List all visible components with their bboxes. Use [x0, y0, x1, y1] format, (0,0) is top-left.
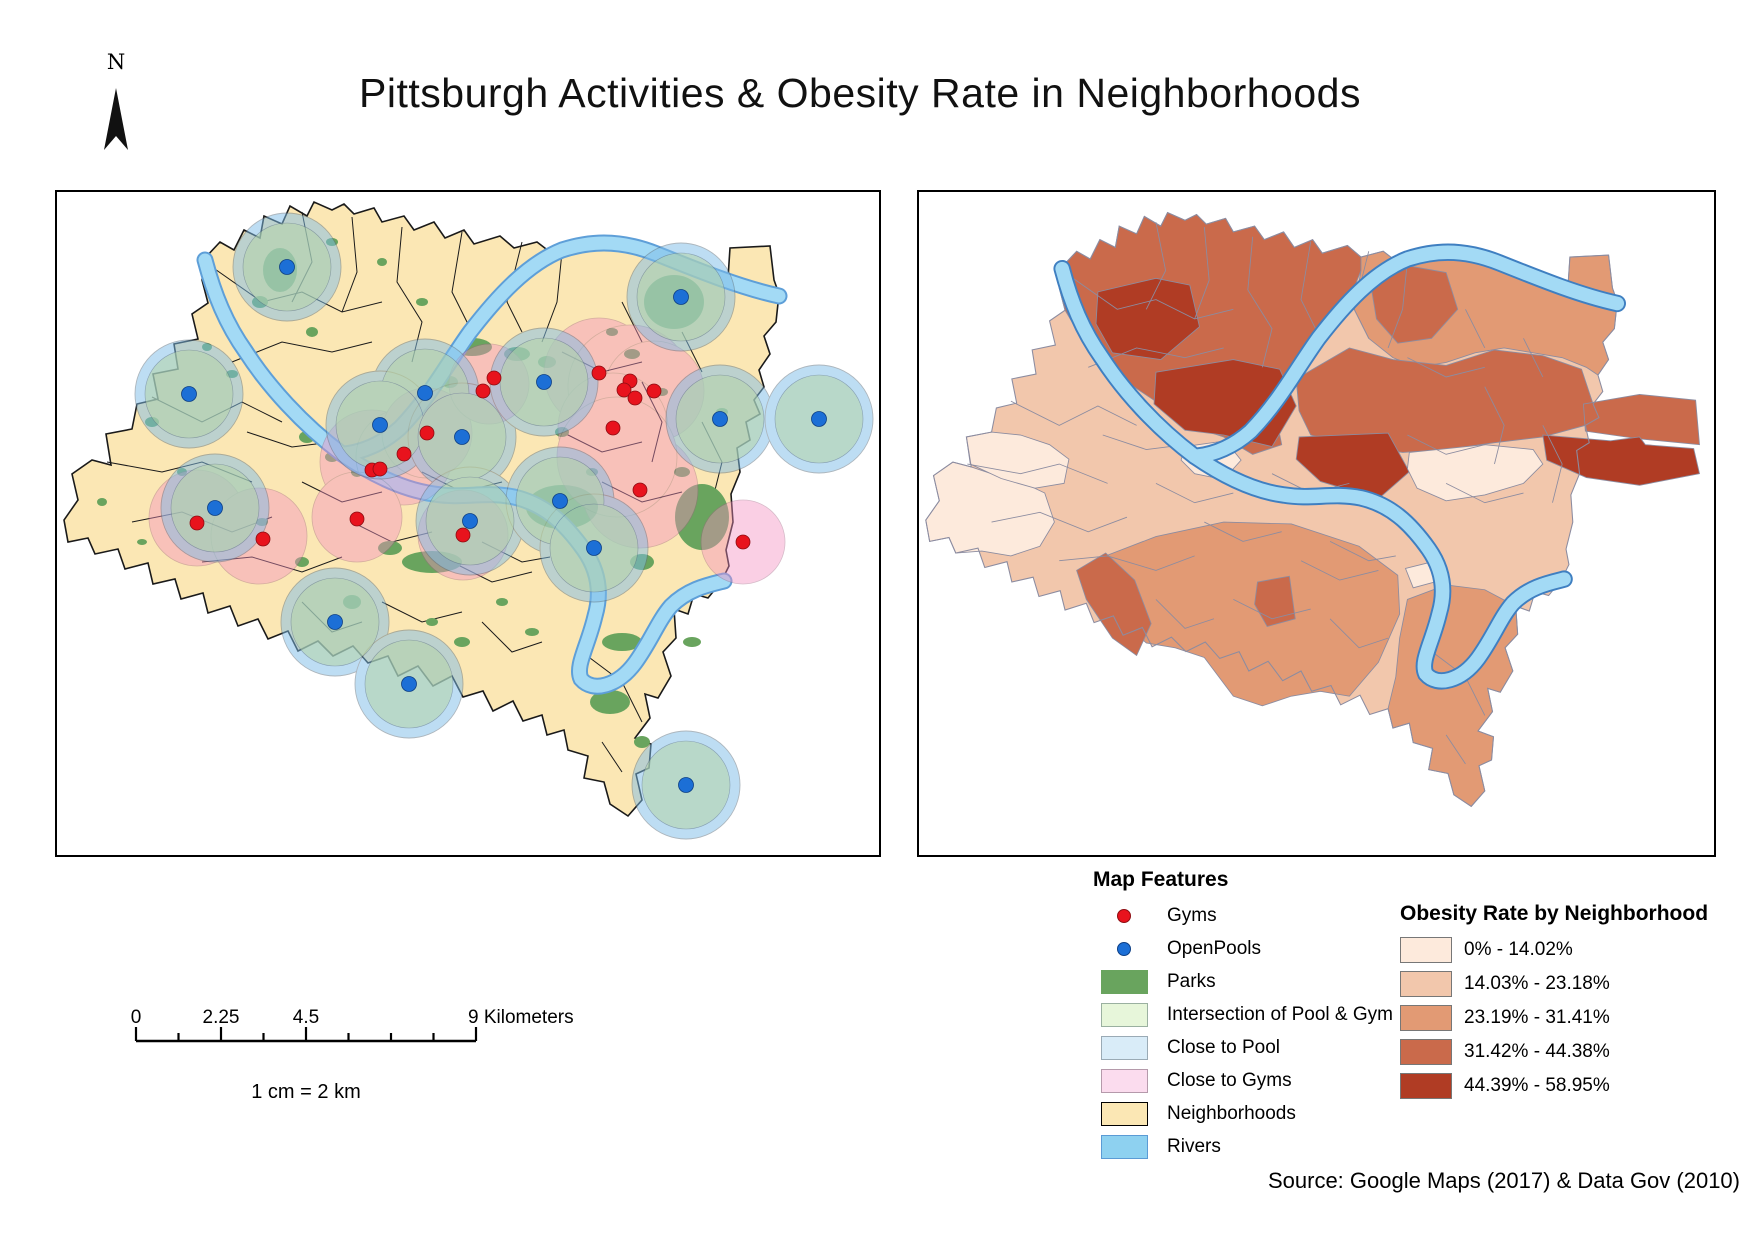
north-arrow: N	[86, 50, 146, 156]
obesity-class-5-swatch	[1400, 1073, 1452, 1099]
legend-item-parks: Parks	[1093, 965, 1393, 998]
scale-end-label: 9 Kilometers	[468, 1007, 574, 1028]
obesity-class-row: 44.39% - 58.95%	[1400, 1069, 1720, 1103]
page-title: Pittsburgh Activities & Obesity Rate in …	[359, 70, 1361, 116]
close-to-gyms-swatch	[1100, 1068, 1148, 1093]
obesity-class-row: 0% - 14.02%	[1400, 933, 1720, 967]
scale-tick-0: 0	[131, 1007, 142, 1028]
legend-item-intersection: Intersection of Pool & Gym	[1093, 998, 1393, 1031]
close-to-pool-swatch	[1100, 1035, 1148, 1060]
obesity-legend: Obesity Rate by Neighborhood 0% - 14.02%…	[1400, 902, 1720, 1103]
scale-tick-45: 4.5	[293, 1007, 319, 1028]
map-features-legend: Map Features Gyms OpenPools Parks Inters…	[1093, 868, 1393, 1163]
legend-item-rivers: Rivers	[1093, 1130, 1393, 1163]
obesity-class-row: 14.03% - 23.18%	[1400, 967, 1720, 1001]
scale-bar: 0 2.25 4.5 9 Kilometers 1 cm = 2 km	[131, 1007, 574, 1103]
obesity-class-3-swatch	[1400, 1005, 1452, 1031]
activities-map	[55, 190, 881, 857]
legend-item-close-to-pool: Close to Pool	[1093, 1031, 1393, 1064]
legend-item-openpools: OpenPools	[1093, 932, 1393, 965]
obesity-legend-title: Obesity Rate by Neighborhood	[1400, 902, 1709, 925]
map-features-legend-title: Map Features	[1093, 868, 1229, 891]
obesity-class-1-swatch	[1400, 937, 1452, 963]
obesity-class-4-swatch	[1400, 1039, 1452, 1065]
scale-tick-225: 2.25	[203, 1007, 240, 1028]
gym-dot-icon	[1117, 908, 1131, 923]
source-text: Source: Google Maps (2017) & Data Gov (2…	[1267, 1168, 1740, 1193]
obesity-class-row: 23.19% - 31.41%	[1400, 1001, 1720, 1035]
north-arrow-icon	[104, 88, 128, 150]
legend-item-gyms: Gyms	[1093, 899, 1393, 932]
intersection-swatch	[1100, 1002, 1148, 1027]
obesity-class-2-swatch	[1400, 971, 1452, 997]
neighborhoods-swatch	[1100, 1101, 1148, 1126]
legend-item-neighborhoods: Neighborhoods	[1093, 1097, 1393, 1130]
pool-dot-icon	[1117, 941, 1131, 956]
obesity-class-row: 31.42% - 44.38%	[1400, 1035, 1720, 1069]
obesity-map	[917, 190, 1716, 857]
rivers-swatch	[1100, 1134, 1148, 1159]
parks-swatch	[1100, 969, 1148, 994]
scale-caption: 1 cm = 2 km	[251, 1081, 360, 1103]
legend-item-close-to-gyms: Close to Gyms	[1093, 1064, 1393, 1097]
north-label: N	[106, 50, 126, 74]
